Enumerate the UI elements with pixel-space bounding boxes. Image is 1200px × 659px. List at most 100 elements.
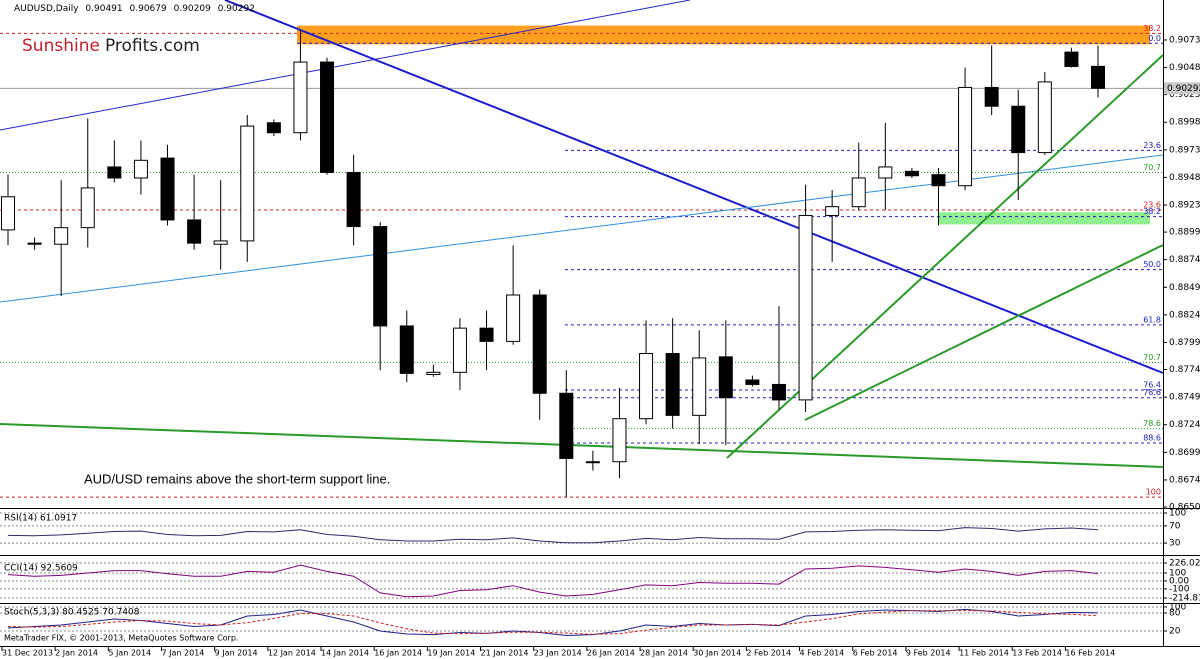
candle-body (54, 227, 69, 245)
trend-line (224, 0, 1164, 374)
candle-body (771, 383, 786, 401)
y-tick-label: 0.89735 (1169, 145, 1200, 155)
candle-body (612, 418, 627, 463)
candle-body (851, 177, 866, 208)
y-tick-label: 80 (1169, 609, 1181, 619)
candle-body (373, 226, 388, 327)
x-tick-label: 14 Jan 2014 (321, 649, 369, 658)
candle-body (346, 171, 361, 228)
y-tick-label: 30 (1169, 539, 1181, 549)
fib-label: 61.8 (1143, 315, 1161, 324)
candle-body (1064, 51, 1079, 67)
fib-label: 70.7 (1143, 353, 1161, 362)
candle-body (1011, 105, 1026, 154)
x-tick-label: 23 Jan 2014 (534, 649, 582, 658)
low-value: 0.90209 (174, 4, 211, 14)
x-tick-label: 26 Jan 2014 (587, 649, 635, 658)
panel-title: Stoch(5,3,3) 80.4525 70.7408 (4, 608, 140, 618)
x-tick-label: 16 Jan 2014 (374, 649, 422, 658)
candle-body (506, 294, 521, 342)
fib-label: 76.4 (1143, 380, 1161, 389)
y-tick-label: 0.87495 (1169, 393, 1200, 403)
candle-body (266, 122, 281, 134)
y-tick-label: -214.8166 (1169, 594, 1200, 604)
fib-label: 38.2 (1143, 207, 1161, 216)
x-tick-label: 31 Dec 2013 (2, 649, 53, 658)
indicator-line (7, 610, 1099, 635)
candle-body (27, 242, 42, 245)
candle-body (1, 196, 15, 231)
y-tick-label: 0.90235 (1169, 90, 1200, 100)
fib-label: 88.6 (1143, 433, 1161, 442)
indicator-line (7, 527, 1099, 544)
candle-body (187, 219, 202, 244)
brand-part: Sunshine (22, 36, 100, 56)
x-tick-label: 9 Feb 2014 (906, 649, 951, 658)
last-price-box (1164, 82, 1200, 95)
candle-body (160, 157, 175, 221)
y-tick-label: 0.87745 (1169, 365, 1200, 375)
fib-label: 0.0 (1148, 34, 1161, 43)
y-tick-label: 0.86995 (1169, 448, 1200, 458)
candle-body (639, 353, 654, 420)
y-tick-label: 70 (1169, 521, 1181, 531)
zone (297, 25, 1150, 45)
x-tick-label: 11 Feb 2014 (959, 649, 1009, 658)
close-value: 0.90292 (218, 4, 255, 14)
candle-body (692, 357, 707, 416)
trend-lines (0, 0, 1164, 468)
fib-label: 38.2 (1143, 24, 1161, 33)
candle-body (452, 327, 467, 373)
x-tick-label: 6 Feb 2014 (853, 649, 898, 658)
x-tick-label: 5 Jan 2014 (108, 649, 151, 658)
x-tick-label: 30 Jan 2014 (693, 649, 741, 658)
candle-body (745, 379, 760, 385)
candle-body (320, 61, 335, 173)
high-value: 0.90679 (130, 4, 167, 14)
candle-body (958, 86, 973, 187)
y-tick-label: 100 (1169, 569, 1186, 579)
candle-body (718, 356, 733, 399)
candle-body (80, 187, 95, 229)
panel-title: CCI(14) 92.5609 (4, 564, 78, 574)
candle-body (585, 461, 600, 464)
candle-body (798, 215, 813, 401)
candle-body (825, 206, 840, 217)
fib-label: 23.6 (1143, 141, 1161, 150)
x-tick-label: 28 Jan 2014 (640, 649, 688, 658)
candle-body (240, 125, 255, 242)
indicator-line (7, 564, 1099, 598)
x-tick-label: 2 Jan 2014 (55, 649, 98, 658)
candle-body (904, 170, 919, 177)
x-tick-label: 21 Jan 2014 (481, 649, 529, 658)
candle-body (426, 371, 441, 376)
chart-header: AUDUSD,Daily 0.90491 0.90679 0.90209 0.9… (14, 4, 255, 14)
marks (1, 30, 1105, 637)
x-tick-label: 12 Jan 2014 (268, 649, 316, 658)
x-tick-label: 13 Feb 2014 (1012, 649, 1062, 658)
candle-body (1091, 65, 1105, 89)
y-tick-label: 0.86500 (1169, 503, 1200, 513)
panel-title: RSI(14) 61.0917 (4, 514, 77, 524)
y-tick-label: 0.89235 (1169, 201, 1200, 211)
y-tick-label: 0.86745 (1169, 475, 1200, 485)
candle-body (532, 294, 547, 394)
brand: Sunshine Profits.com (22, 36, 200, 56)
fib-label: 78.6 (1143, 419, 1161, 428)
y-tick-label: 0.89985 (1169, 118, 1200, 128)
y-tick-label: 226.0213 (1169, 559, 1200, 569)
y-tick-label: 0.89485 (1169, 173, 1200, 183)
trend-line (0, 0, 691, 131)
fib-label: 23.6 (1143, 200, 1161, 209)
fib-label: 70.7 (1143, 163, 1161, 172)
indicator-line (7, 608, 1099, 637)
x-tick-label: 9 Jan 2014 (215, 649, 258, 658)
